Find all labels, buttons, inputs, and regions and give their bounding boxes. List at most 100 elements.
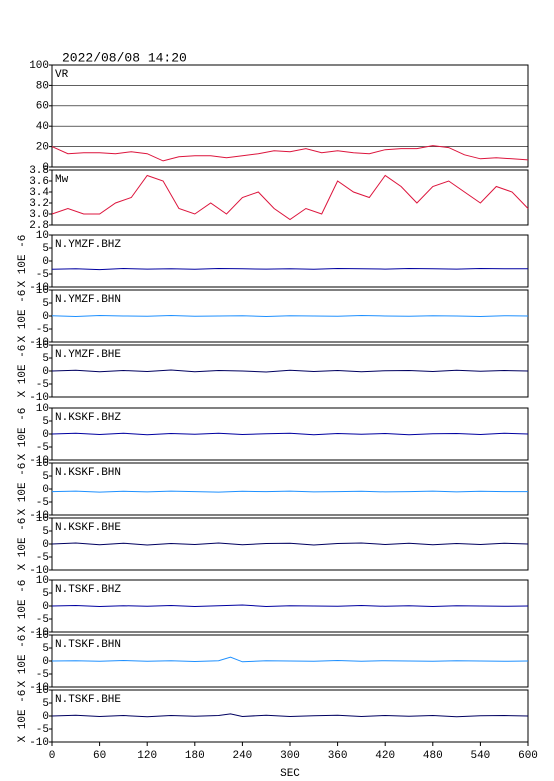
y-axis-label: X 10E -6	[17, 345, 29, 398]
y-tick-label: -10	[29, 455, 49, 467]
y-tick-label: 100	[29, 60, 49, 72]
y-tick-label: 20	[36, 142, 49, 154]
data-line	[51, 174, 529, 221]
y-tick-label: 0	[42, 256, 49, 268]
y-tick-label: 3.0	[29, 209, 49, 221]
y-tick-label: 5	[42, 643, 49, 655]
y-tick-label: 0	[42, 311, 49, 323]
y-tick-label: 0	[42, 162, 49, 174]
y-tick-label: 5	[42, 471, 49, 483]
y-tick-label: 0	[42, 601, 49, 613]
y-axis-label: X 10E -6	[17, 463, 29, 516]
panel-label: N.KSKF.BHZ	[55, 412, 121, 424]
y-tick-label: -5	[36, 614, 49, 626]
y-tick-label: -5	[36, 497, 49, 509]
y-tick-label: 0	[42, 539, 49, 551]
y-tick-label: 0	[42, 484, 49, 496]
data-line	[51, 713, 529, 718]
y-tick-label: 5	[42, 298, 49, 310]
data-line	[51, 604, 529, 608]
data-line	[51, 145, 529, 162]
x-tick-label: 60	[93, 750, 106, 762]
y-tick-label: 5	[42, 588, 49, 600]
y-tick-label: 5	[42, 526, 49, 538]
y-axis-label: X 10E -6	[17, 518, 29, 571]
y-tick-label: 10	[36, 513, 49, 525]
y-tick-label: -5	[36, 379, 49, 391]
y-tick-label: 10	[36, 230, 49, 242]
y-tick-label: 3.6	[29, 176, 49, 188]
y-tick-label: -10	[29, 565, 49, 577]
panel-label: N.YMZF.BHN	[55, 294, 121, 306]
y-tick-label: 0	[42, 656, 49, 668]
x-tick-label: 420	[375, 750, 395, 762]
y-tick-label: -10	[29, 627, 49, 639]
data-line	[51, 656, 529, 663]
y-tick-label: -10	[29, 682, 49, 694]
y-tick-label: 3.4	[29, 187, 49, 199]
y-tick-label: 10	[36, 403, 49, 415]
panel-frame	[51, 462, 529, 516]
panel-label: N.KSKF.BHE	[55, 522, 121, 534]
chart-title: 2022/08/08 14:20	[62, 50, 187, 65]
y-tick-label: 80	[36, 80, 49, 92]
y-tick-label: -10	[29, 392, 49, 404]
y-axis-label: X 10E -6	[17, 235, 29, 288]
x-tick-label: 480	[423, 750, 443, 762]
y-tick-label: -5	[36, 442, 49, 454]
y-tick-label: -5	[36, 724, 49, 736]
x-tick-label: 240	[232, 750, 252, 762]
y-tick-label: 5	[42, 353, 49, 365]
y-tick-label: 5	[42, 243, 49, 255]
y-tick-label: 10	[36, 630, 49, 642]
y-tick-label: 10	[36, 285, 49, 297]
y-axis-label: X 10E -6	[17, 580, 29, 633]
y-axis-label: X 10E -6	[17, 290, 29, 343]
y-tick-label: -5	[36, 324, 49, 336]
y-tick-label: 2.8	[29, 220, 49, 232]
y-tick-label: -10	[29, 282, 49, 294]
panel-label: VR	[55, 69, 69, 81]
y-axis-label: X 10E -6	[17, 408, 29, 461]
y-tick-label: 10	[36, 685, 49, 697]
y-tick-label: 40	[36, 121, 49, 133]
data-line	[51, 369, 529, 373]
panel-frame	[51, 169, 529, 226]
data-line	[51, 432, 529, 436]
data-line	[51, 490, 528, 493]
panel-label: N.TSKF.BHN	[55, 639, 121, 651]
y-tick-label: 10	[36, 340, 49, 352]
x-tick-label: 0	[49, 750, 56, 762]
y-axis-label: X 10E -6	[17, 690, 29, 743]
panel-label: N.TSKF.BHZ	[55, 584, 121, 596]
y-tick-label: -5	[36, 269, 49, 281]
y-tick-label: -10	[29, 337, 49, 349]
panel-label: N.YMZF.BHZ	[55, 239, 121, 251]
data-line	[51, 267, 528, 271]
panel-frame	[51, 234, 529, 288]
y-tick-label: 0	[42, 366, 49, 378]
y-tick-label: 5	[42, 698, 49, 710]
y-tick-label: 60	[36, 101, 49, 113]
y-tick-label: -5	[36, 552, 49, 564]
y-tick-label: 3.8	[29, 165, 49, 177]
x-tick-label: 300	[280, 750, 300, 762]
y-tick-label: 10	[36, 575, 49, 587]
x-tick-label: 180	[185, 750, 205, 762]
y-tick-label: 10	[36, 458, 49, 470]
x-tick-label: 600	[518, 750, 538, 762]
y-tick-label: -10	[29, 510, 49, 522]
y-tick-label: 3.2	[29, 198, 49, 210]
panel-label: N.TSKF.BHE	[55, 694, 121, 706]
y-tick-label: -10	[29, 737, 49, 749]
x-tick-label: 120	[137, 750, 157, 762]
y-axis-label: X 10E -6	[17, 635, 29, 688]
x-tick-label: 360	[328, 750, 348, 762]
y-tick-label: 0	[42, 711, 49, 723]
data-line	[51, 314, 529, 318]
y-tick-label: 0	[42, 429, 49, 441]
x-axis-label: SEC	[280, 768, 300, 780]
panel-label: N.KSKF.BHN	[55, 467, 121, 479]
panel-label: Mw	[55, 174, 69, 186]
